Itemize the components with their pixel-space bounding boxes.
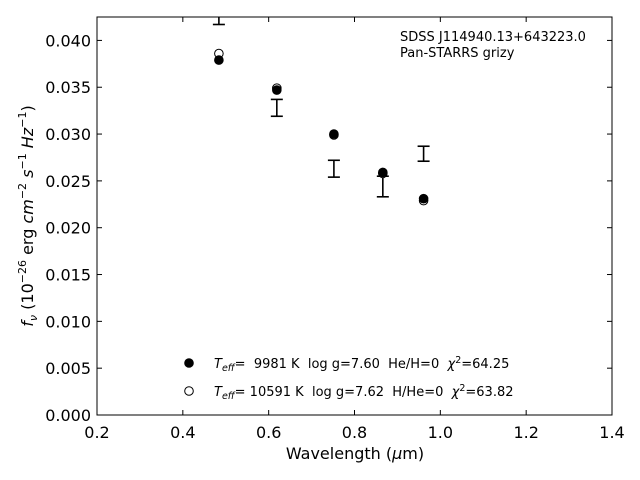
model-point-da [329, 129, 339, 139]
axis-ticks: 0.2 0.4 0.6 0.8 1.0 1.2 1.4 0.000 0.005 0.010 0.01… [45, 17, 625, 442]
object-name: SDSS J114940.13+643223.0 [400, 30, 586, 45]
x-tick-label: 1.2 [513, 423, 538, 442]
x-tick-label: 0.4 [170, 423, 195, 442]
x-tick-label: 0.8 [342, 423, 367, 442]
survey-name: Pan-STARRS grizy [400, 46, 515, 61]
x-tick-label: 1.4 [599, 423, 624, 442]
y-tick-label: 0.025 [45, 172, 91, 191]
legend-marker-filled [184, 358, 194, 368]
legend-marker-open [184, 386, 194, 396]
y-tick-label: 0.040 [45, 31, 91, 50]
model-points [214, 48, 429, 206]
y-tick-label: 0.005 [45, 359, 91, 378]
y-axis-label: fν (10−26 erg cm−2 s−1 Hz−1) [16, 105, 40, 326]
model-point-da [214, 55, 224, 65]
y-tick-label: 0.035 [45, 78, 91, 97]
model-point-da [378, 167, 388, 178]
x-tick-label: 1.0 [428, 423, 453, 442]
y-tick-label: 0.015 [45, 266, 91, 285]
plot-frame [96, 16, 613, 416]
y-tick-label: 0.030 [45, 125, 91, 144]
observed-errorbars [212, 17, 430, 198]
legend-label-2: Teff= 10591 K log g=7.62 H/He=0 χ2=63.82 [214, 383, 514, 402]
x-axis-label: Wavelength (μm) [286, 444, 424, 463]
x-tick-label: 0.2 [84, 423, 109, 442]
y-tick-label: 0.000 [45, 406, 91, 425]
x-tick-label: 0.6 [256, 423, 281, 442]
model-point-da [272, 85, 282, 95]
legend-label-1: Teff= 9981 K log g=7.60 He/H=0 χ2=64.25 [214, 355, 509, 374]
legend: Teff= 9981 K log g=7.60 He/H=0 χ2=64.25 … [184, 355, 514, 402]
model-point-da [418, 193, 429, 204]
y-tick-label: 0.020 [45, 219, 91, 238]
y-tick-label: 0.010 [45, 312, 91, 331]
